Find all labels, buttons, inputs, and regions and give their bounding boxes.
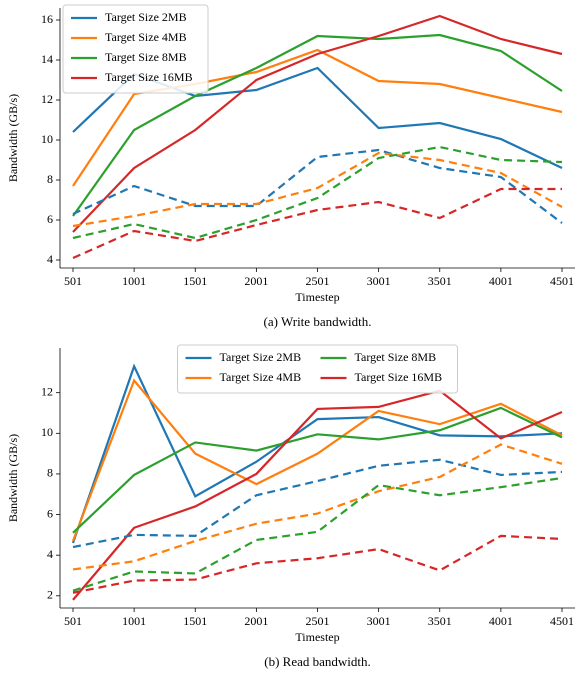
y-tick-label: 16 [41, 12, 53, 26]
x-tick-label: 3501 [428, 274, 452, 288]
x-tick-label: 1001 [122, 614, 146, 628]
y-tick-label: 14 [41, 52, 53, 66]
y-tick-label: 4 [47, 252, 53, 266]
series-line [72, 406, 563, 534]
series-line [72, 458, 563, 549]
y-tick-label: 8 [47, 172, 53, 186]
y-axis-label: Bandwidth (GB/s) [6, 434, 20, 522]
x-tick-label: 2501 [306, 614, 330, 628]
legend-label: Target Size 2MB [220, 350, 302, 364]
y-tick-label: 8 [47, 466, 53, 480]
caption: (b) Read bandwidth. [264, 654, 371, 669]
chart: 2 4 6 8 10 12 501 1001 1501 2001 2501 3001 3501 4001 4… [6, 344, 575, 669]
series-line [72, 534, 563, 594]
series-line [72, 151, 563, 228]
series-line [72, 145, 563, 240]
series-line [72, 389, 563, 601]
series-line [72, 443, 563, 571]
series-line [72, 187, 562, 260]
y-tick-label: 10 [41, 425, 53, 439]
y-tick-label: 6 [47, 506, 53, 520]
caption: (a) Write bandwidth. [264, 314, 372, 329]
x-tick-label: 501 [64, 614, 82, 628]
x-tick-label: 2501 [306, 274, 330, 288]
x-tick-label: 3001 [367, 614, 391, 628]
x-tick-label: 2001 [244, 614, 268, 628]
legend-box [177, 344, 458, 394]
legend-box [62, 4, 209, 94]
legend-label: Target Size 2MB [105, 10, 187, 24]
x-tick-label: 3501 [428, 614, 452, 628]
series-line [72, 476, 563, 592]
legend-label: Target Size 16MB [355, 370, 443, 384]
legend-label: Target Size 8MB [355, 350, 437, 364]
y-tick-label: 6 [47, 212, 53, 226]
x-axis-label: Timestep [295, 290, 339, 304]
legend-label: Target Size 8MB [105, 50, 187, 64]
x-tick-label: 2001 [244, 274, 268, 288]
legend-label: Target Size 16MB [105, 70, 193, 84]
legend-label: Target Size 4MB [105, 30, 187, 44]
x-tick-label: 4001 [489, 274, 513, 288]
x-tick-label: 1001 [122, 274, 146, 288]
legend-label: Target Size 4MB [220, 370, 302, 384]
y-tick-label: 12 [41, 384, 53, 398]
x-tick-label: 4501 [550, 614, 574, 628]
x-tick-label: 1501 [183, 274, 207, 288]
x-tick-label: 501 [64, 274, 82, 288]
y-tick-label: 4 [47, 547, 53, 561]
series-line [72, 14, 563, 233]
x-axis-label: Timestep [295, 630, 339, 644]
chart: 4 6 8 10 12 14 16 501 1001 1501 2001 2501 3001 3501 40… [6, 4, 575, 329]
x-tick-label: 1501 [183, 614, 207, 628]
x-tick-label: 4501 [550, 274, 574, 288]
x-tick-label: 4001 [489, 614, 513, 628]
x-tick-label: 3001 [367, 274, 391, 288]
series-line [71, 378, 563, 542]
y-axis-label: Bandwidth (GB/s) [6, 94, 20, 182]
y-tick-label: 12 [41, 92, 53, 106]
y-tick-label: 10 [41, 132, 53, 146]
y-tick-label: 2 [47, 588, 53, 602]
series-line [71, 363, 563, 544]
series-line [72, 33, 563, 217]
